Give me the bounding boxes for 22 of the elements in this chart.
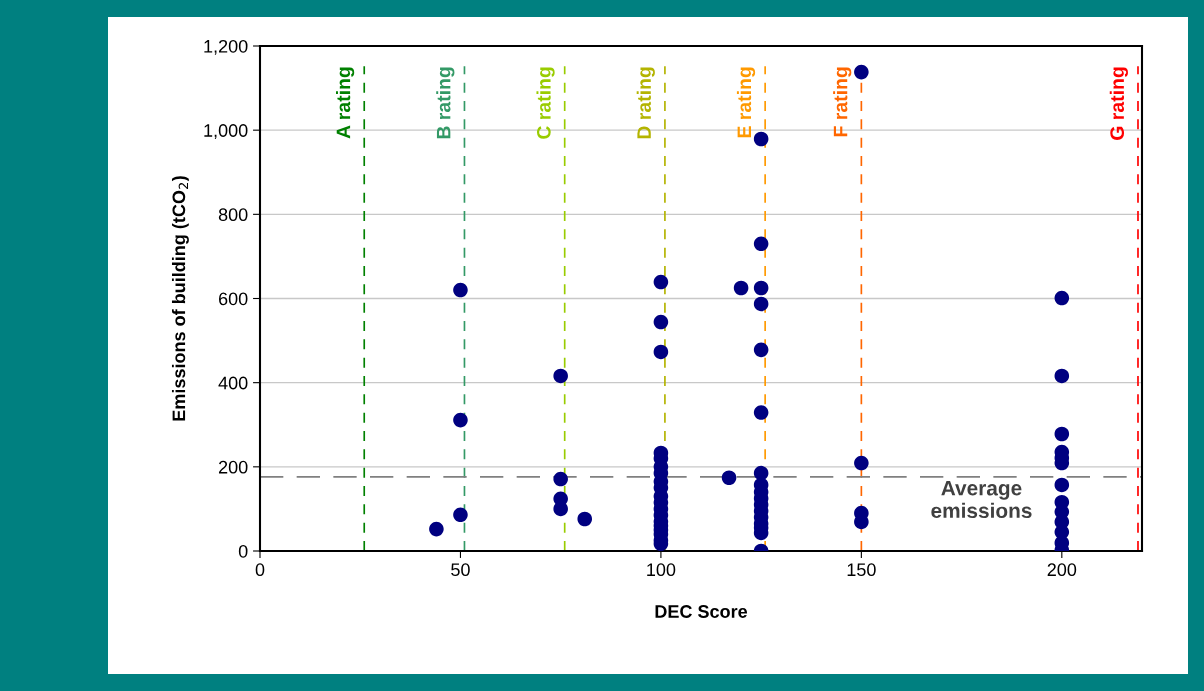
y-tick-label: 200	[218, 460, 248, 474]
y-tick-label: 400	[218, 376, 248, 390]
x-tick-label: 50	[451, 563, 470, 577]
ref-line-label: D rating	[636, 67, 655, 139]
y-tick-label: 0	[238, 544, 248, 558]
ref-line-label: C rating	[536, 67, 555, 139]
y-tick-label: 1,200	[204, 39, 248, 55]
y-tick-label: 600	[218, 292, 248, 306]
x-axis-title: DEC Score	[655, 605, 748, 618]
x-tick-label: 100	[647, 563, 676, 577]
y-axis-title: Emissions of building (tCO$_{2}$)	[171, 176, 189, 421]
ref-line-label: Average emissions	[931, 480, 1032, 519]
ref-line-label: F rating	[833, 67, 852, 137]
ref-line-label: A rating	[336, 67, 355, 139]
ref-line-label: B rating	[436, 67, 455, 139]
x-tick-label: 200	[1047, 563, 1077, 577]
x-tick-label: 150	[847, 563, 876, 577]
x-tick-label: 0	[255, 563, 265, 577]
y-tick-label: 800	[218, 208, 248, 222]
ref-line-label: E rating	[736, 67, 756, 138]
ref-line-label: G rating	[1109, 67, 1128, 140]
y-tick-label: 1,000	[204, 124, 248, 140]
